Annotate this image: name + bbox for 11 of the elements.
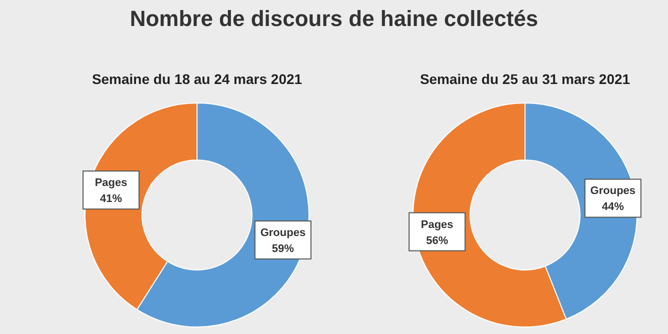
slice-label: Pages [420,218,454,231]
data-label: 41% [100,193,122,206]
chart-subtitle: Semaine du 25 au 31 mars 2021 [420,71,630,87]
chart-subtitle: Semaine du 18 au 24 mars 2021 [92,71,302,87]
data-label: 44% [602,201,624,214]
slice-label: Pages [94,177,128,190]
slice-label: Groupes [260,226,306,239]
slice-label: Groupes [590,185,636,198]
data-label: 56% [426,234,448,247]
chart-title: Nombre de discours de haine collectés [130,6,538,31]
data-label: 59% [272,242,294,255]
